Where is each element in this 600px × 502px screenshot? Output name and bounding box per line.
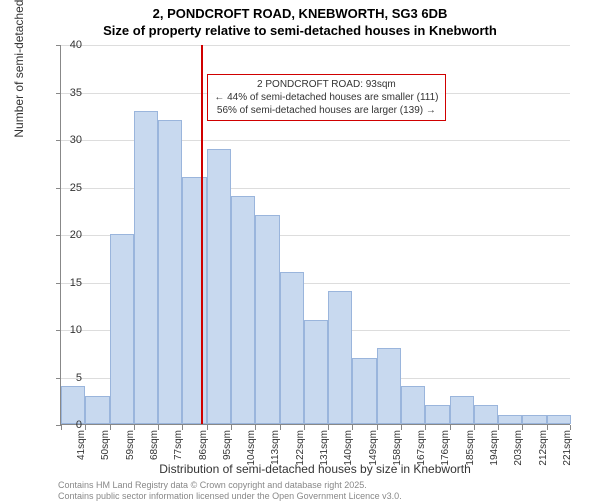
histogram-bar xyxy=(134,111,158,425)
x-tick-label: 77sqm xyxy=(173,430,184,470)
y-tick-label: 10 xyxy=(52,324,82,336)
title-block: 2, PONDCROFT ROAD, KNEBWORTH, SG3 6DB Si… xyxy=(0,6,600,38)
histogram-bar xyxy=(474,405,498,424)
x-tick-label: 185sqm xyxy=(465,430,476,470)
x-tick-label: 158sqm xyxy=(392,430,403,470)
title-sub: Size of property relative to semi-detach… xyxy=(0,23,600,38)
histogram-bar xyxy=(425,405,449,424)
gridline xyxy=(61,45,570,46)
x-tick-label: 203sqm xyxy=(513,430,524,470)
x-tick-label: 104sqm xyxy=(246,430,257,470)
histogram-bar xyxy=(547,415,571,425)
histogram-bar xyxy=(450,396,474,425)
y-tick-label: 35 xyxy=(52,87,82,99)
histogram-bar xyxy=(255,215,279,424)
x-tick-label: 59sqm xyxy=(125,430,136,470)
y-tick-label: 15 xyxy=(52,277,82,289)
x-tick-label: 176sqm xyxy=(440,430,451,470)
x-tick-label: 140sqm xyxy=(343,430,354,470)
x-tick-label: 212sqm xyxy=(538,430,549,470)
plot-area: 2 PONDCROFT ROAD: 93sqm ← 44% of semi-det… xyxy=(60,45,570,425)
x-tick-label: 194sqm xyxy=(489,430,500,470)
y-tick-label: 5 xyxy=(52,372,82,384)
histogram-bar xyxy=(110,234,134,424)
x-tick-label: 122sqm xyxy=(295,430,306,470)
histogram-bar xyxy=(280,272,304,424)
histogram-bar xyxy=(377,348,401,424)
annotation-line2: ← 44% of semi-detached houses are smalle… xyxy=(214,92,438,103)
x-tick-label: 86sqm xyxy=(198,430,209,470)
title-main: 2, PONDCROFT ROAD, KNEBWORTH, SG3 6DB xyxy=(0,6,600,21)
annotation-box: 2 PONDCROFT ROAD: 93sqm ← 44% of semi-det… xyxy=(207,74,445,121)
footnote: Contains HM Land Registry data © Crown c… xyxy=(58,480,402,502)
histogram-bar xyxy=(328,291,352,424)
y-tick-label: 40 xyxy=(52,39,82,51)
x-tick-label: 149sqm xyxy=(368,430,379,470)
x-tick-label: 221sqm xyxy=(562,430,573,470)
histogram-bar xyxy=(231,196,255,424)
x-tick-label: 50sqm xyxy=(100,430,111,470)
x-tick-label: 68sqm xyxy=(149,430,160,470)
x-tick-label: 131sqm xyxy=(319,430,330,470)
y-tick-label: 20 xyxy=(52,229,82,241)
histogram-bar xyxy=(158,120,182,424)
histogram-bar xyxy=(401,386,425,424)
histogram-bar xyxy=(85,396,109,425)
y-axis-label: Number of semi-detached properties xyxy=(12,0,26,138)
x-tick-label: 167sqm xyxy=(416,430,427,470)
histogram-bar xyxy=(304,320,328,425)
histogram-bar xyxy=(498,415,522,425)
histogram-bar xyxy=(352,358,376,425)
reference-line xyxy=(201,45,203,424)
chart-container: 2, PONDCROFT ROAD, KNEBWORTH, SG3 6DB Si… xyxy=(0,0,600,500)
footnote-line1: Contains HM Land Registry data © Crown c… xyxy=(58,480,367,490)
x-tick-label: 95sqm xyxy=(222,430,233,470)
x-tick-label: 113sqm xyxy=(270,430,281,470)
y-tick-label: 25 xyxy=(52,182,82,194)
y-tick-label: 30 xyxy=(52,134,82,146)
x-tick-label: 41sqm xyxy=(76,430,87,470)
annotation-line1: 2 PONDCROFT ROAD: 93sqm xyxy=(257,79,396,90)
histogram-bar xyxy=(522,415,546,425)
histogram-bar xyxy=(207,149,231,425)
footnote-line2: Contains public sector information licen… xyxy=(58,491,402,501)
annotation-line3: 56% of semi-detached houses are larger (… xyxy=(217,105,436,116)
